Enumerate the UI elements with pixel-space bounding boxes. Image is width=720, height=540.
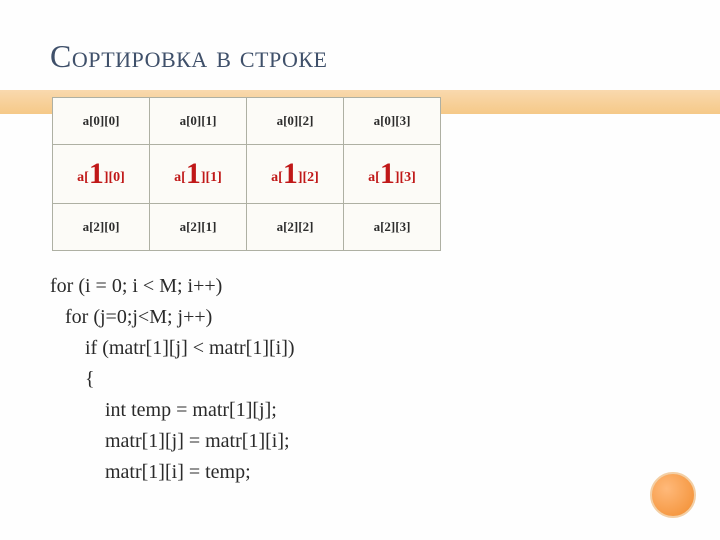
table-cell: a[0][2] bbox=[247, 98, 344, 145]
table-cell: a[2][0] bbox=[53, 204, 150, 251]
table-cell: a[2][2] bbox=[247, 204, 344, 251]
table-row: a[1][0] a[1][1] a[1][2] a[1][3] bbox=[53, 145, 441, 204]
highlight-cell-label: a[1][1] bbox=[174, 170, 222, 185]
slide: Сортировка в строке a[0][0]a[0][1]a[0][2… bbox=[0, 0, 720, 540]
table-row: a[0][0]a[0][1]a[0][2]a[0][3] bbox=[53, 98, 441, 145]
table-cell: a[2][1] bbox=[150, 204, 247, 251]
table-cell: a[1][2] bbox=[247, 145, 344, 204]
table-row: a[2][0]a[2][1]a[2][2]a[2][3] bbox=[53, 204, 441, 251]
code-block: for (i = 0; i < M; i++) for (j=0;j<M; j+… bbox=[50, 271, 670, 488]
array-table: a[0][0]a[0][1]a[0][2]a[0][3]a[1][0]a[1][… bbox=[52, 97, 441, 251]
slide-title: Сортировка в строке bbox=[50, 38, 670, 75]
highlight-cell-label: a[1][0] bbox=[77, 170, 125, 185]
highlight-cell-label: a[1][2] bbox=[271, 170, 319, 185]
table-cell: a[0][1] bbox=[150, 98, 247, 145]
table-cell: a[1][3] bbox=[344, 145, 441, 204]
table-cell: a[1][1] bbox=[150, 145, 247, 204]
table-cell: a[1][0] bbox=[53, 145, 150, 204]
decorative-dot-icon bbox=[650, 472, 696, 518]
table-cell: a[0][0] bbox=[53, 98, 150, 145]
highlight-cell-label: a[1][3] bbox=[368, 170, 416, 185]
table-cell: a[2][3] bbox=[344, 204, 441, 251]
table-cell: a[0][3] bbox=[344, 98, 441, 145]
